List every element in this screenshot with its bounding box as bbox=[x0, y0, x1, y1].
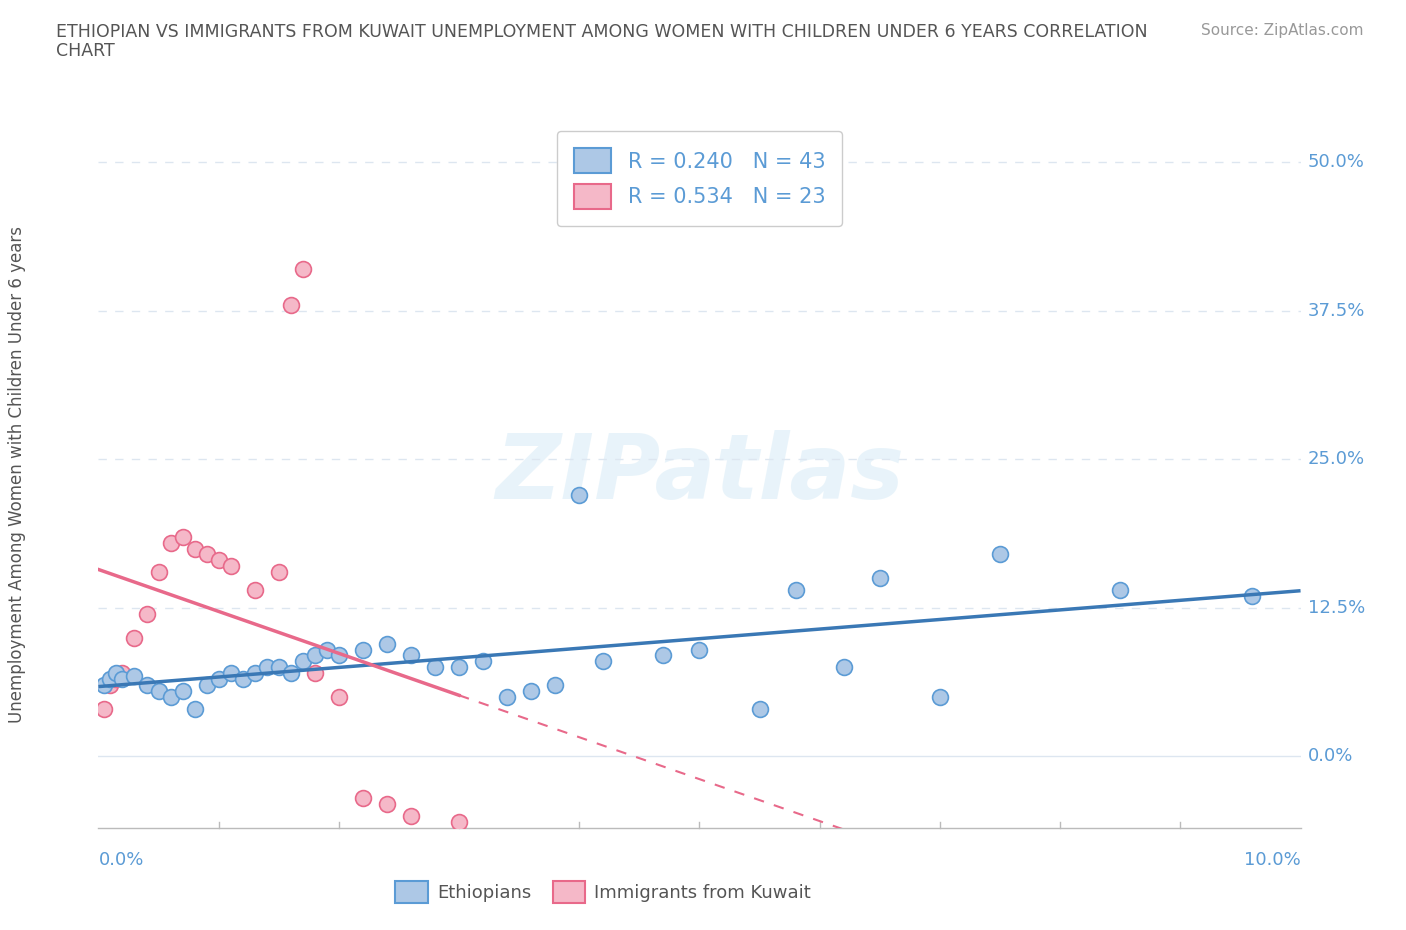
Point bbox=[208, 671, 231, 686]
Point bbox=[135, 678, 157, 693]
Point bbox=[785, 583, 807, 598]
Text: 25.0%: 25.0% bbox=[1308, 450, 1365, 469]
Point bbox=[105, 666, 128, 681]
Point bbox=[352, 790, 374, 805]
Text: Unemployment Among Women with Children Under 6 years: Unemployment Among Women with Children U… bbox=[8, 226, 25, 723]
Point bbox=[291, 262, 314, 277]
Point bbox=[100, 678, 122, 693]
Point bbox=[172, 529, 194, 544]
Point bbox=[100, 671, 122, 686]
Point bbox=[105, 671, 128, 686]
Point bbox=[135, 606, 157, 621]
Point bbox=[352, 642, 374, 657]
Point bbox=[256, 660, 278, 675]
Point bbox=[399, 808, 422, 823]
Point bbox=[267, 660, 290, 675]
Point bbox=[159, 535, 181, 550]
Text: 10.0%: 10.0% bbox=[1244, 851, 1301, 869]
Text: ZIPatlas: ZIPatlas bbox=[495, 431, 904, 518]
Point bbox=[183, 701, 205, 716]
Point bbox=[280, 666, 302, 681]
Point bbox=[328, 689, 350, 704]
Point bbox=[447, 660, 470, 675]
Point bbox=[375, 796, 398, 811]
Point bbox=[447, 815, 470, 830]
Point bbox=[748, 701, 770, 716]
Point bbox=[520, 684, 543, 698]
Point bbox=[869, 571, 891, 586]
Point bbox=[111, 671, 134, 686]
Text: 50.0%: 50.0% bbox=[1308, 153, 1364, 171]
Point bbox=[111, 666, 134, 681]
Point bbox=[328, 648, 350, 663]
Text: Source: ZipAtlas.com: Source: ZipAtlas.com bbox=[1201, 23, 1364, 38]
Point bbox=[423, 660, 446, 675]
Point bbox=[568, 487, 591, 502]
Point bbox=[124, 631, 146, 645]
Point bbox=[280, 298, 302, 312]
Point bbox=[496, 689, 519, 704]
Point bbox=[267, 565, 290, 579]
Point bbox=[195, 547, 218, 562]
Point bbox=[195, 678, 218, 693]
Point bbox=[399, 648, 422, 663]
Point bbox=[93, 701, 115, 716]
Point bbox=[1241, 589, 1264, 604]
Point bbox=[219, 559, 242, 574]
Point bbox=[375, 636, 398, 651]
Point bbox=[988, 547, 1011, 562]
Point bbox=[291, 654, 314, 669]
Point bbox=[172, 684, 194, 698]
Point bbox=[315, 642, 337, 657]
Text: 37.5%: 37.5% bbox=[1308, 302, 1365, 320]
Point bbox=[219, 666, 242, 681]
Point bbox=[148, 565, 170, 579]
Point bbox=[544, 678, 567, 693]
Legend: Ethiopians, Immigrants from Kuwait: Ethiopians, Immigrants from Kuwait bbox=[388, 874, 818, 910]
Point bbox=[688, 642, 710, 657]
Point bbox=[832, 660, 855, 675]
Text: CHART: CHART bbox=[56, 42, 115, 60]
Point bbox=[208, 553, 231, 568]
Point bbox=[243, 583, 266, 598]
Point bbox=[243, 666, 266, 681]
Text: ETHIOPIAN VS IMMIGRANTS FROM KUWAIT UNEMPLOYMENT AMONG WOMEN WITH CHILDREN UNDER: ETHIOPIAN VS IMMIGRANTS FROM KUWAIT UNEM… bbox=[56, 23, 1147, 41]
Point bbox=[472, 654, 495, 669]
Text: 0.0%: 0.0% bbox=[1308, 748, 1353, 765]
Point bbox=[304, 666, 326, 681]
Text: 0.0%: 0.0% bbox=[98, 851, 143, 869]
Point bbox=[929, 689, 952, 704]
Point bbox=[183, 541, 205, 556]
Point bbox=[124, 669, 146, 684]
Text: 12.5%: 12.5% bbox=[1308, 599, 1365, 617]
Point bbox=[1109, 583, 1132, 598]
Point bbox=[592, 654, 614, 669]
Point bbox=[232, 671, 254, 686]
Point bbox=[304, 648, 326, 663]
Point bbox=[93, 678, 115, 693]
Point bbox=[148, 684, 170, 698]
Point bbox=[652, 648, 675, 663]
Point bbox=[159, 689, 181, 704]
